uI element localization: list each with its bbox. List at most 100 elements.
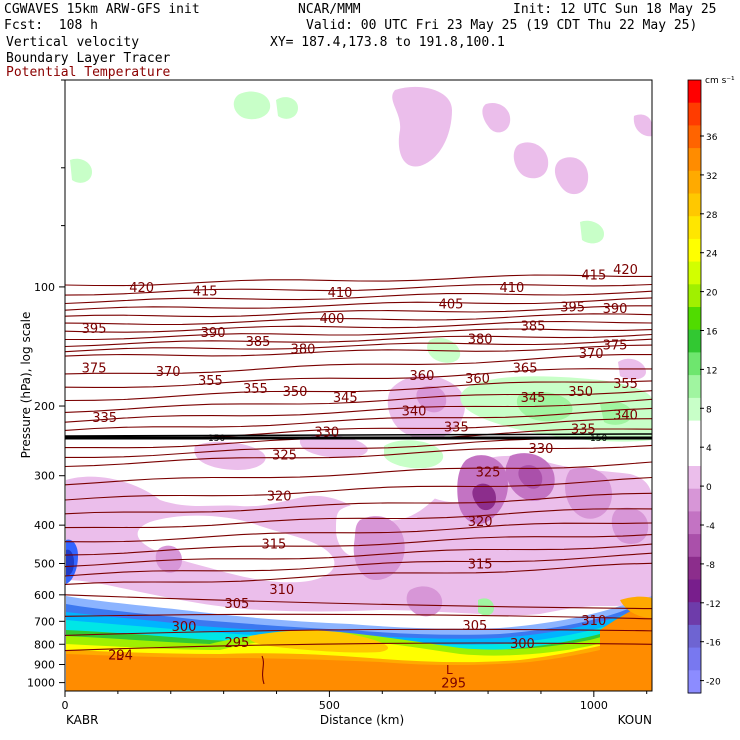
- theta-label: 335: [571, 423, 596, 438]
- y-tick-label: 600: [34, 589, 55, 602]
- colorbar-tick-label: 20: [706, 289, 718, 299]
- theta-contour: [65, 380, 652, 402]
- plot-frame: [64, 79, 653, 692]
- theta-label: 305: [462, 619, 487, 634]
- terrain: [66, 682, 652, 691]
- colorbar-tick-label: 36: [706, 133, 718, 143]
- model-title: CGWAVES 15km ARW-GFS init: [4, 2, 200, 17]
- theta-label: 315: [468, 557, 493, 572]
- theta-contour: [65, 407, 652, 431]
- colorbar-swatch: [688, 556, 701, 581]
- theta-contour: [65, 283, 652, 296]
- y-tick-label: 900: [34, 659, 55, 672]
- theta-label: 300: [172, 620, 197, 635]
- colorbar-swatch: [688, 352, 701, 376]
- theta-label: 335: [444, 420, 469, 435]
- theta-label: 415: [581, 268, 606, 283]
- theta-294-contour: [261, 655, 265, 685]
- theta-contour: [65, 274, 652, 287]
- x-tick-label: 1000: [580, 699, 608, 712]
- theta-label: 330: [314, 426, 339, 441]
- theta-contour: [65, 543, 652, 568]
- colorbar-swatch: [688, 261, 701, 285]
- colorbar-tick-label: 32: [706, 172, 717, 182]
- theta-label: 345: [333, 391, 358, 406]
- theta-contour: [65, 290, 652, 305]
- vv-blob: [565, 467, 612, 519]
- theta-label: 410: [328, 286, 353, 301]
- theta-contour: [65, 642, 652, 652]
- y-tick-label: 100: [34, 281, 55, 294]
- theta-label: 420: [129, 281, 154, 296]
- colorbar-tick-label: -12: [706, 600, 721, 610]
- colorbar-swatch: [688, 443, 701, 467]
- theta-contour: [65, 354, 652, 375]
- colorbar-swatch: [688, 420, 701, 444]
- low-mark: L: [446, 663, 453, 677]
- cross-section-endpoints: XY= 187.4,173.8 to 191.8,100.1: [270, 35, 505, 50]
- theta-contour: [65, 368, 652, 388]
- theta-label: 335: [92, 411, 117, 426]
- field-vertical-velocity: Vertical velocity: [6, 35, 140, 50]
- y-tick-label: 1000: [27, 677, 55, 690]
- theta-contour: [65, 508, 652, 529]
- y-tick-label: 300: [34, 470, 55, 483]
- vv-blob: [518, 465, 543, 489]
- theta-label: 375: [603, 339, 628, 354]
- theta-label: 415: [193, 284, 218, 299]
- theta-contour: [65, 344, 652, 357]
- vertical-velocity-field: [66, 86, 652, 691]
- colorbar: 36 32 28 24 20 16 12 8 4 0 -4 -8 -12 -16 -20: [687, 79, 721, 694]
- theta-labels: 420 415 410 410 415 420 405 400 395 390 395 390 385 3…: [82, 263, 638, 691]
- colorbar-swatch: [688, 80, 701, 104]
- colorbar-swatch: [688, 216, 701, 240]
- colorbar-tick-label: 24: [706, 250, 718, 260]
- colorbar-swatch: [688, 466, 701, 490]
- colorbar-swatch: [688, 511, 701, 535]
- low-mark: L: [116, 649, 123, 663]
- colorbar-tick-label: 12: [706, 366, 717, 376]
- colorbar-swatch: [688, 307, 701, 331]
- colorbar-swatch: [688, 170, 701, 195]
- theta-contour: [65, 333, 652, 348]
- theta-contour: [65, 390, 652, 413]
- theta-label: 365: [513, 362, 538, 377]
- y-axis-label: Pressure (hPa), log scale: [19, 312, 33, 459]
- theta-label: 375: [82, 362, 107, 377]
- theta-label: 355: [198, 374, 223, 389]
- endpoint-left: KABR: [66, 713, 98, 727]
- colorbar-tick-label: 28: [706, 211, 718, 221]
- tracer-level-label: 150: [590, 434, 607, 444]
- theta-label: 360: [410, 369, 435, 384]
- colorbar-tick-label: 4: [706, 444, 712, 454]
- theta-label: 295: [224, 636, 249, 651]
- colorbar-swatch: [688, 397, 701, 422]
- theta-contour: [65, 320, 652, 333]
- theta-contour: [65, 476, 652, 501]
- theta-contour: [65, 338, 652, 353]
- y-tick-label: 200: [34, 400, 55, 413]
- theta-contour: [65, 313, 652, 326]
- tracer-level-line: [65, 433, 652, 437]
- theta-contour: [65, 492, 652, 515]
- theta-label: 330: [529, 442, 554, 457]
- theta-label: 395: [560, 300, 585, 315]
- theta-contour: [65, 534, 652, 556]
- x-axis-label: Distance (km): [320, 713, 404, 727]
- colorbar-tick-label: -4: [706, 522, 715, 532]
- colorbar-swatch: [688, 579, 701, 603]
- colorbar-swatch: [688, 238, 701, 263]
- y-tick-label: 700: [34, 615, 55, 628]
- colorbar-swatch: [688, 102, 701, 126]
- colorbar-frame: [687, 79, 702, 694]
- colorbar-swatch: [688, 624, 701, 649]
- vv-blob: [299, 434, 368, 458]
- endpoint-right: KOUN: [618, 713, 652, 727]
- theta-label: 380: [291, 342, 316, 357]
- vv-blob: [66, 549, 74, 576]
- y-tick-label: 500: [34, 557, 55, 570]
- colorbar-swatch: [688, 329, 701, 353]
- theta-label: 385: [521, 319, 546, 334]
- colorbar-unit: cm s⁻¹: [705, 76, 735, 86]
